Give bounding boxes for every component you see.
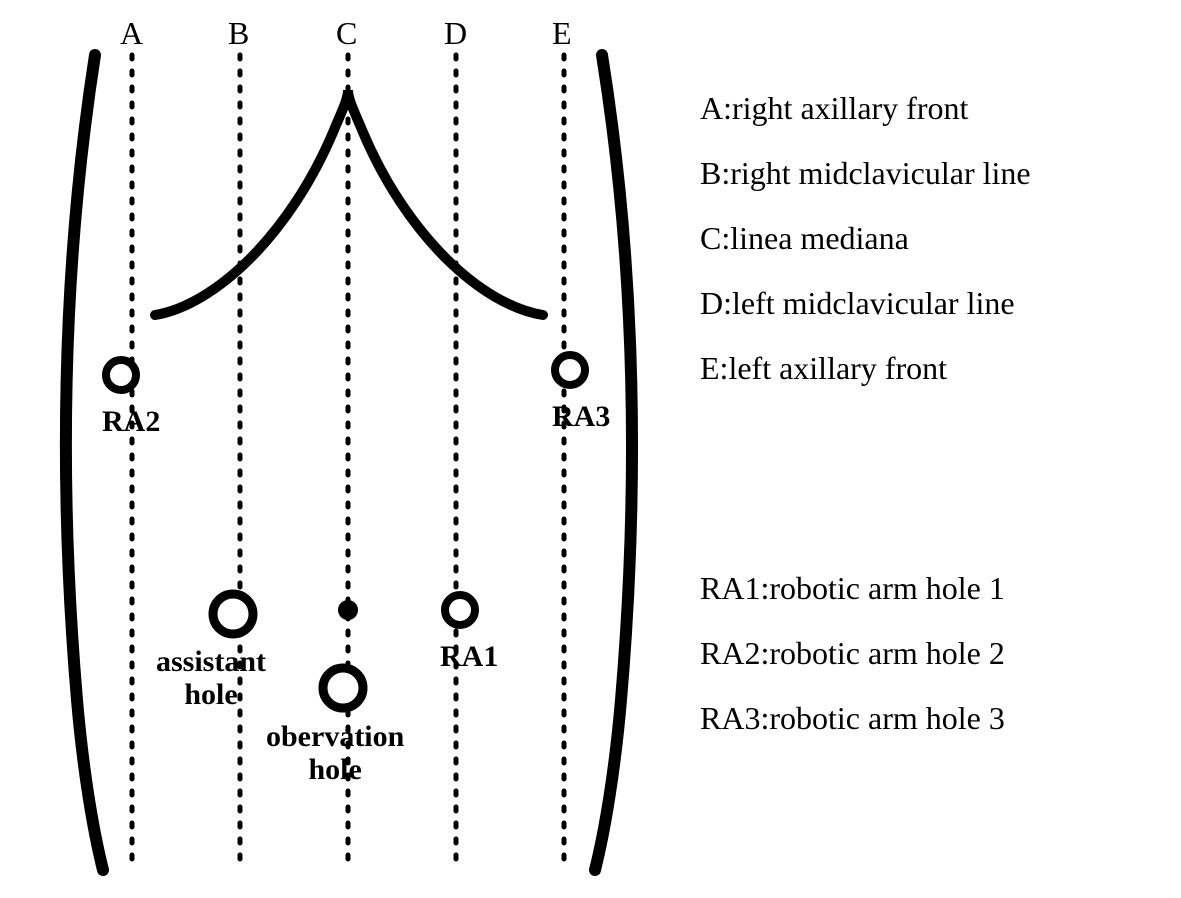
anatomy-diagram: [0, 0, 1181, 898]
observation-label-line1: obervation: [266, 720, 404, 753]
port-label-ra2: RA2: [102, 405, 160, 438]
port-assistant: [213, 594, 253, 634]
port-label-ra1: RA1: [440, 640, 498, 673]
port-ra3: [555, 355, 585, 385]
legend-item-6: RA2:robotic arm hole 2: [700, 635, 1005, 672]
line-label-b: B: [228, 15, 249, 52]
line-label-c: C: [336, 15, 357, 52]
assistant-label-line2: hole: [184, 678, 237, 711]
observation-label-line2: hole: [308, 753, 361, 786]
legend-item-2: C:linea mediana: [700, 220, 909, 257]
legend-item-5: RA1:robotic arm hole 1: [700, 570, 1005, 607]
assistant-label-line1: assistant: [156, 645, 266, 678]
port-ra2: [106, 360, 136, 390]
port-label-ra3: RA3: [552, 400, 610, 433]
torso-left-outline: [66, 55, 103, 870]
port-label-assistant: assistant hole: [156, 645, 266, 711]
legend-item-7: RA3:robotic arm hole 3: [700, 700, 1005, 737]
line-label-d: D: [444, 15, 467, 52]
legend-item-4: E:left axillary front: [700, 350, 947, 387]
legend-item-0: A:right axillary front: [700, 90, 968, 127]
port-observation: [323, 668, 363, 708]
line-label-e: E: [552, 15, 572, 52]
port-label-observation: obervation hole: [266, 720, 404, 786]
torso-right-outline: [595, 55, 632, 870]
legend-item-1: B:right midclavicular line: [700, 155, 1031, 192]
port-ra1: [445, 595, 475, 625]
umbilicus-dot: [338, 600, 358, 620]
diagram-container: A B C D E RA2 RA3 RA1 assistant hole obe…: [0, 0, 1181, 898]
legend-item-3: D:left midclavicular line: [700, 285, 1015, 322]
line-label-a: A: [120, 15, 143, 52]
